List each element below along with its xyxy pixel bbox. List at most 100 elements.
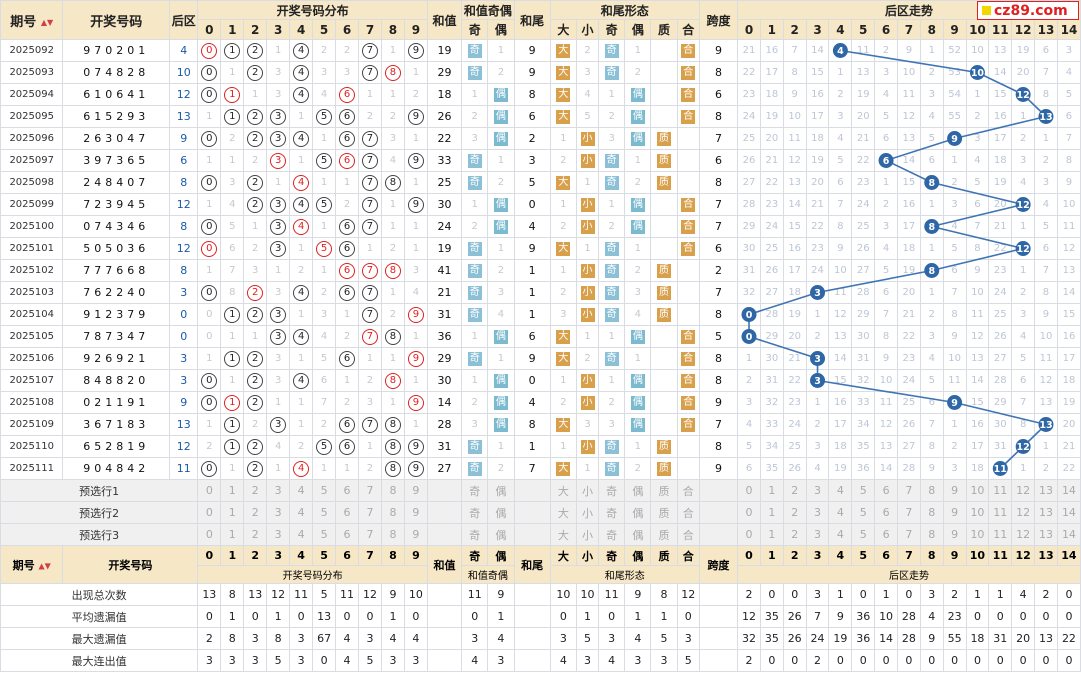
preselect-digit[interactable]: 1: [220, 523, 245, 546]
preselect-back-digit[interactable]: 0: [737, 479, 761, 502]
preselect-back-digit[interactable]: 5: [851, 523, 876, 546]
preselect-back-digit[interactable]: 9: [942, 479, 967, 502]
preselect-odd[interactable]: 奇: [598, 501, 626, 524]
preselect-back-digit[interactable]: 12: [1011, 523, 1036, 546]
preselect-back-digit[interactable]: 0: [737, 501, 761, 524]
preselect-back-digit[interactable]: 3: [805, 479, 830, 502]
preselect-odd[interactable]: 奇: [461, 501, 489, 524]
preselect-digit[interactable]: 8: [380, 479, 405, 502]
preselect-digit[interactable]: 5: [312, 479, 337, 502]
preselect-row[interactable]: 预选行1 0 1 2 3 4 5 6 7 8 9 奇偶大小奇偶质合 0 1 2 3 4 5 6 7 8 9 10 11 12 13…: [0, 479, 1081, 502]
preselect-back-digit[interactable]: 13: [1034, 479, 1058, 502]
preselect-prime[interactable]: 质: [650, 501, 678, 524]
preselect-back-digit[interactable]: 4: [828, 523, 853, 546]
preselect-back-digit[interactable]: 3: [805, 501, 830, 524]
preselect-back-digit[interactable]: 1: [759, 479, 784, 502]
preselect-back-digit[interactable]: 9: [942, 501, 967, 524]
preselect-back-digit[interactable]: 13: [1034, 523, 1058, 546]
preselect-back-digit[interactable]: 11: [988, 479, 1013, 502]
preselect-digit[interactable]: 2: [243, 501, 268, 524]
preselect-back-digit[interactable]: 7: [896, 501, 921, 524]
preselect-row[interactable]: 预选行3 0 1 2 3 4 5 6 7 8 9 奇偶大小奇偶质合 0 1 2 3 4 5 6 7 8 9 10 11 12 13…: [0, 523, 1081, 546]
preselect-back-digit[interactable]: 6: [874, 479, 898, 502]
preselect-digit[interactable]: 5: [312, 523, 337, 546]
preselect-digit[interactable]: 4: [289, 479, 314, 502]
preselect-digit[interactable]: 3: [266, 501, 291, 524]
preselect-back-digit[interactable]: 6: [874, 501, 898, 524]
preselect-row[interactable]: 预选行2 0 1 2 3 4 5 6 7 8 9 奇偶大小奇偶质合 0 1 2 3 4 5 6 7 8 9 10 11 12 13…: [0, 501, 1081, 524]
preselect-back-digit[interactable]: 8: [919, 501, 944, 524]
preselect-odd[interactable]: 奇: [598, 523, 626, 546]
sort-icon[interactable]: ▲▼: [38, 561, 51, 570]
preselect-odd[interactable]: 奇: [461, 479, 489, 502]
preselect-digit[interactable]: 6: [335, 523, 360, 546]
preselect-even[interactable]: 偶: [624, 501, 652, 524]
preselect-back-digit[interactable]: 7: [896, 523, 921, 546]
preselect-digit[interactable]: 3: [266, 479, 291, 502]
preselect-even[interactable]: 偶: [624, 523, 652, 546]
preselect-digit[interactable]: 0: [197, 479, 222, 502]
preselect-back-digit[interactable]: 9: [942, 523, 967, 546]
preselect-digit[interactable]: 2: [243, 523, 268, 546]
preselect-back-digit[interactable]: 8: [919, 479, 944, 502]
preselect-back-digit[interactable]: 2: [782, 479, 807, 502]
preselect-back-digit[interactable]: 14: [1056, 479, 1081, 502]
preselect-big[interactable]: 大: [549, 501, 577, 524]
preselect-back-digit[interactable]: 14: [1056, 523, 1081, 546]
preselect-back-digit[interactable]: 14: [1056, 501, 1081, 524]
preselect-back-digit[interactable]: 12: [1011, 479, 1036, 502]
preselect-prime[interactable]: 质: [650, 523, 678, 546]
preselect-digit[interactable]: 1: [220, 479, 245, 502]
preselect-digit[interactable]: 9: [403, 501, 428, 524]
preselect-digit[interactable]: 6: [335, 501, 360, 524]
preselect-digit[interactable]: 1: [220, 501, 245, 524]
preselect-even[interactable]: 偶: [487, 479, 515, 502]
preselect-back-digit[interactable]: 11: [988, 501, 1013, 524]
sort-icon[interactable]: ▲▼: [40, 17, 54, 27]
preselect-digit[interactable]: 4: [289, 501, 314, 524]
preselect-back-digit[interactable]: 2: [782, 523, 807, 546]
preselect-back-digit[interactable]: 5: [851, 479, 876, 502]
site-logo[interactable]: cz89.com: [977, 1, 1079, 20]
preselect-digit[interactable]: 6: [335, 479, 360, 502]
preselect-composite[interactable]: 合: [676, 479, 700, 502]
preselect-odd[interactable]: 奇: [461, 523, 489, 546]
preselect-digit[interactable]: 9: [403, 523, 428, 546]
preselect-back-digit[interactable]: 7: [896, 479, 921, 502]
preselect-back-digit[interactable]: 3: [805, 523, 830, 546]
preselect-back-digit[interactable]: 5: [851, 501, 876, 524]
preselect-digit[interactable]: 7: [358, 479, 382, 502]
footer-issue[interactable]: 期号 ▲▼: [0, 545, 64, 584]
preselect-digit[interactable]: 2: [243, 479, 268, 502]
preselect-even[interactable]: 偶: [487, 523, 515, 546]
preselect-back-digit[interactable]: 1: [759, 523, 784, 546]
preselect-back-digit[interactable]: 10: [965, 523, 990, 546]
preselect-big[interactable]: 大: [549, 479, 577, 502]
preselect-big[interactable]: 大: [549, 523, 577, 546]
preselect-back-digit[interactable]: 11: [988, 523, 1013, 546]
preselect-digit[interactable]: 5: [312, 501, 337, 524]
preselect-digit[interactable]: 7: [358, 523, 382, 546]
preselect-small[interactable]: 小: [575, 479, 600, 502]
preselect-back-digit[interactable]: 10: [965, 501, 990, 524]
preselect-digit[interactable]: 8: [380, 523, 405, 546]
preselect-back-digit[interactable]: 6: [874, 523, 898, 546]
preselect-back-digit[interactable]: 0: [737, 523, 761, 546]
preselect-prime[interactable]: 质: [650, 479, 678, 502]
header-issue[interactable]: 期号 ▲▼: [0, 0, 64, 40]
preselect-composite[interactable]: 合: [676, 523, 700, 546]
preselect-small[interactable]: 小: [575, 501, 600, 524]
preselect-composite[interactable]: 合: [676, 501, 700, 524]
preselect-back-digit[interactable]: 4: [828, 501, 853, 524]
preselect-digit[interactable]: 0: [197, 501, 222, 524]
preselect-even[interactable]: 偶: [487, 501, 515, 524]
preselect-back-digit[interactable]: 10: [965, 479, 990, 502]
preselect-back-digit[interactable]: 13: [1034, 501, 1058, 524]
preselect-odd[interactable]: 奇: [598, 479, 626, 502]
preselect-digit[interactable]: 8: [380, 501, 405, 524]
preselect-digit[interactable]: 7: [358, 501, 382, 524]
preselect-back-digit[interactable]: 1: [759, 501, 784, 524]
preselect-back-digit[interactable]: 2: [782, 501, 807, 524]
preselect-digit[interactable]: 4: [289, 523, 314, 546]
preselect-back-digit[interactable]: 8: [919, 523, 944, 546]
